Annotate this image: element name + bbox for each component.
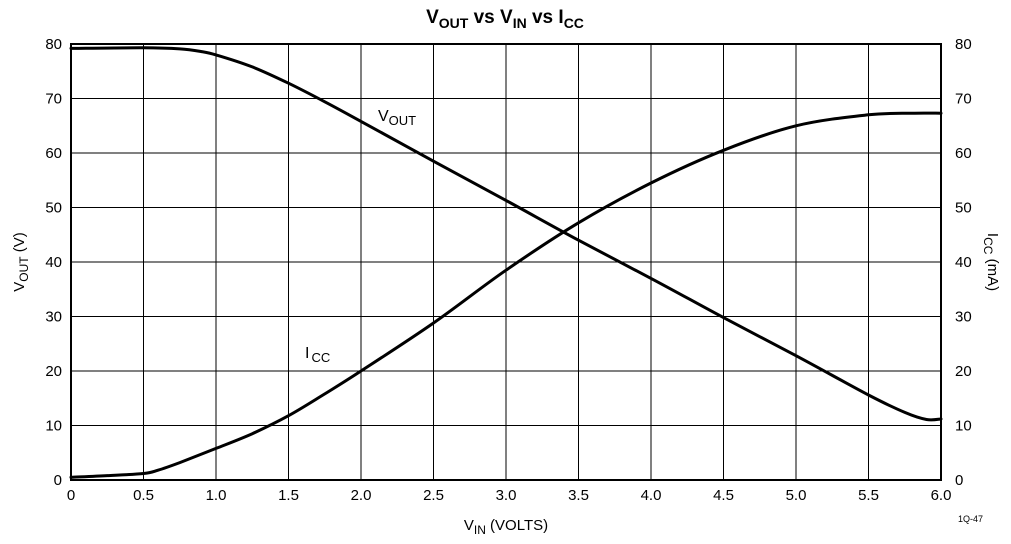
y-right-tick-label: 20	[955, 363, 972, 380]
y-right-tick-label: 70	[955, 91, 972, 108]
x-tick-label: 2.5	[423, 487, 444, 504]
x-tick-labels: 0 0.5 1.0 1.5 2.0 2.5 3.0 3.5 4.0 4.5 5.0 5.5 6.0	[67, 487, 952, 504]
icc-curve-label: I CC	[305, 345, 330, 365]
y-right-tick-label: 30	[955, 309, 972, 326]
x-tick-label: 1.5	[278, 487, 299, 504]
y-right-tick-label: 80	[955, 36, 972, 53]
x-axis-label: VIN (VOLTS)	[464, 517, 548, 537]
plot-frame	[70, 43, 942, 481]
y-left-axis-label: VOUT (V)	[11, 232, 31, 292]
chart-title: VOUT vs VIN vs ICC	[426, 7, 584, 31]
x-tick-label: 6.0	[931, 487, 952, 504]
vout-curve	[69, 46, 943, 422]
y-right-tick-label: 50	[955, 200, 972, 217]
y-right-axis-label: ICC (mA)	[981, 233, 1001, 291]
y-left-tick-label: 10	[45, 418, 62, 435]
x-tick-label: 3.5	[568, 487, 589, 504]
x-tick-label: 5.5	[858, 487, 879, 504]
icc-curve	[69, 111, 943, 479]
figure-id: 1Q-47	[958, 514, 983, 524]
y-left-tick-label: 30	[45, 309, 62, 326]
x-tick-label: 3.0	[496, 487, 517, 504]
y-left-tick-label: 0	[54, 472, 62, 489]
x-tick-label: 1.0	[206, 487, 227, 504]
vout-curve-label: VOUT	[378, 108, 416, 128]
y-left-tick-labels: 0 10 20 30 40 50 60 70 80	[45, 36, 62, 489]
y-right-tick-label: 0	[955, 472, 963, 489]
x-tick-label: 0.5	[133, 487, 154, 504]
y-left-tick-label: 50	[45, 200, 62, 217]
y-right-tick-label: 10	[955, 418, 972, 435]
y-left-tick-label: 70	[45, 91, 62, 108]
y-left-tick-label: 20	[45, 363, 62, 380]
y-left-tick-label: 80	[45, 36, 62, 53]
x-tick-label: 0	[67, 487, 75, 504]
y-right-tick-labels: 0 10 20 30 40 50 60 70 80	[955, 36, 972, 489]
x-tick-label: 4.0	[641, 487, 662, 504]
y-right-tick-label: 40	[955, 254, 972, 271]
series-curves	[69, 46, 943, 479]
x-tick-label: 4.5	[713, 487, 734, 504]
y-left-tick-label: 40	[45, 254, 62, 271]
y-right-tick-label: 60	[955, 145, 972, 162]
x-tick-label: 5.0	[786, 487, 807, 504]
x-tick-label: 2.0	[351, 487, 372, 504]
grid-lines	[70, 43, 942, 481]
y-left-tick-label: 60	[45, 145, 62, 162]
